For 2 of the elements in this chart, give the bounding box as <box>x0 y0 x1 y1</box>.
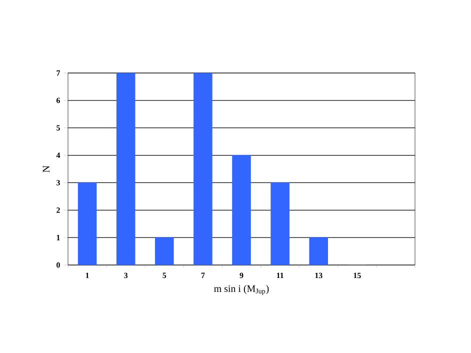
x-axis-title: m sin i (M$_{Jup}$) <box>214 284 269 295</box>
y-axis-title: N <box>42 166 50 172</box>
